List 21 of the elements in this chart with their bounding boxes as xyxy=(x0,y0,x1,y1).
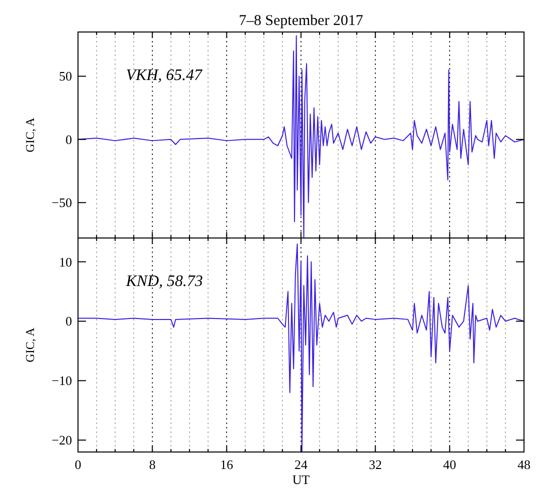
x-tick-label: 16 xyxy=(220,457,234,472)
x-tick-label: 24 xyxy=(294,457,308,472)
x-tick-label: 8 xyxy=(149,457,156,472)
x-tick-label: 40 xyxy=(443,457,456,472)
x-tick-label: 32 xyxy=(368,457,382,472)
line-series xyxy=(78,243,524,452)
y-tick-label: 50 xyxy=(59,68,72,84)
line-series xyxy=(78,35,524,238)
y-axis-title: GIC, A xyxy=(23,117,37,152)
y-tick-label: 0 xyxy=(66,314,72,329)
y-axis-title: GIC, A xyxy=(23,327,37,362)
y-tick-label: 10 xyxy=(59,254,72,270)
x-axis-title: UT xyxy=(292,472,310,487)
annotation: VKH, 65.47 xyxy=(126,67,203,84)
x-tick-label: 48 xyxy=(518,457,530,472)
y-tick-label: −20 xyxy=(52,432,72,448)
y-tick-label: −50 xyxy=(52,195,72,210)
y-tick-label: 0 xyxy=(66,132,72,147)
annotation: KND, 58.73 xyxy=(125,273,203,290)
y-tick-label: −10 xyxy=(52,373,72,388)
chart-title: 7–8 September 2017 xyxy=(238,13,364,29)
